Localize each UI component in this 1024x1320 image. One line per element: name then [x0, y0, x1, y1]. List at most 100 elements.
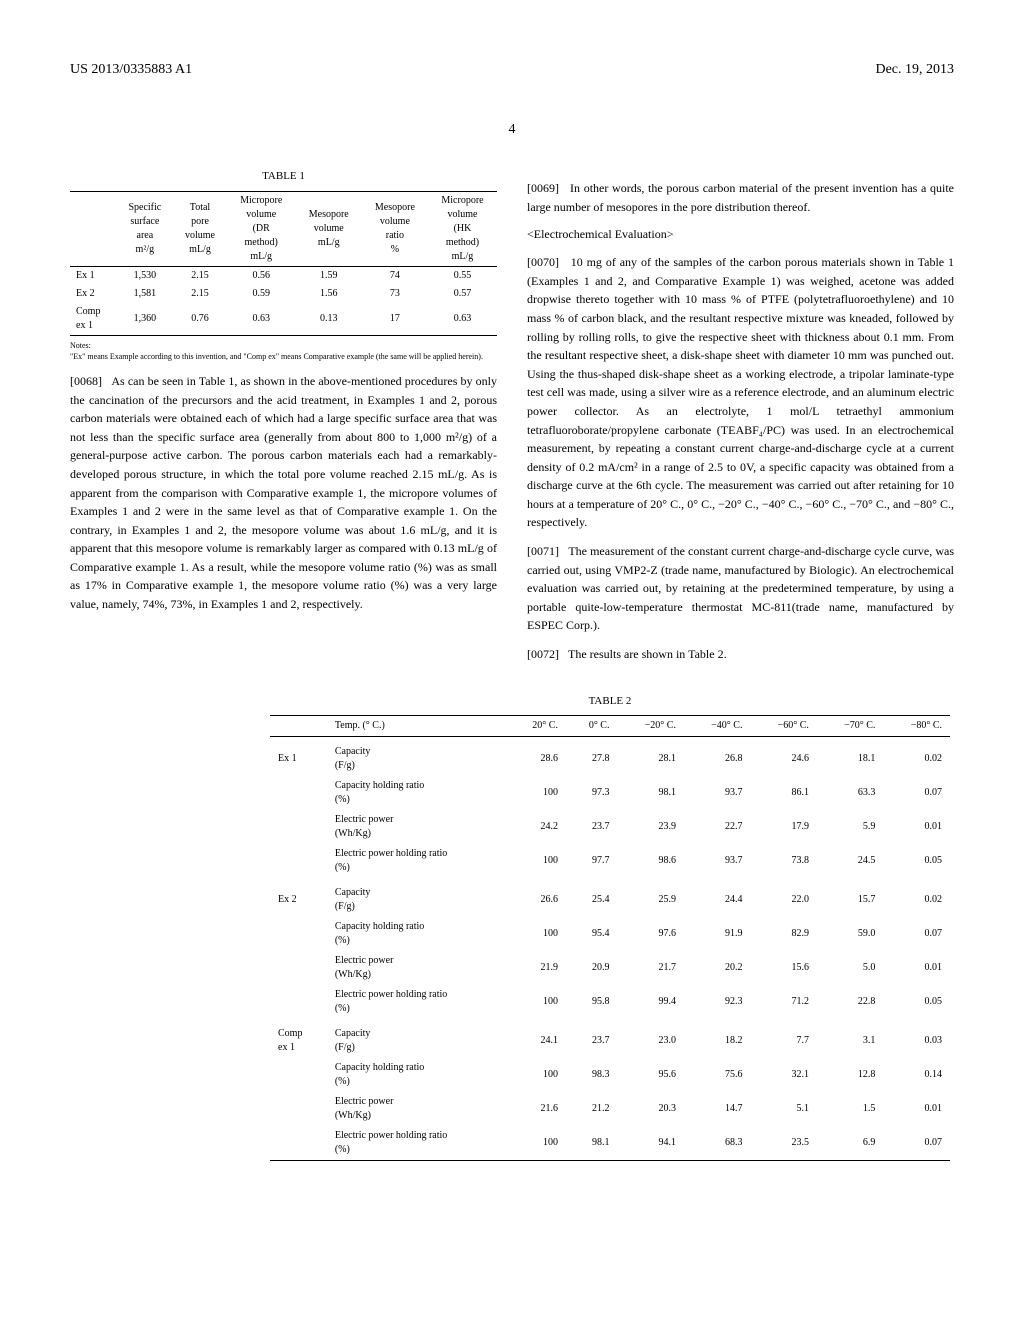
table2-cell: 5.1 [750, 1092, 816, 1126]
table2-cell: 24.1 [507, 1019, 566, 1058]
table2-cell: 98.6 [617, 844, 683, 878]
table1-header: MesoporevolumemL/g [296, 191, 362, 266]
table1-header: Microporevolume(HKmethod)mL/g [428, 191, 497, 266]
left-column: TABLE 1 Specificsurfaceaream²/g Totalpor… [70, 169, 497, 673]
paragraph-0071: [0071] The measurement of the constant c… [527, 542, 954, 635]
para-num: [0068] [70, 374, 102, 388]
paragraph-0069: [0069] In other words, the porous carbon… [527, 179, 954, 216]
table2-cell: 93.7 [684, 844, 750, 878]
table2-cell: 25.9 [617, 878, 683, 917]
table2-cell: 0.01 [883, 810, 950, 844]
table1-header: Mesoporevolumeratio% [362, 191, 428, 266]
table2-cell: 25.4 [566, 878, 618, 917]
table1-cell: 1.56 [296, 285, 362, 303]
table2-title: TABLE 2 [270, 694, 950, 709]
table2-cell: 20.2 [684, 951, 750, 985]
table2-cell: 20.3 [617, 1092, 683, 1126]
table2-metric: Capacity holding ratio(%) [327, 776, 508, 810]
table1-row-label: Ex 1 [70, 266, 116, 285]
table2-cell: 95.6 [617, 1058, 683, 1092]
para-text: The results are shown in Table 2. [568, 647, 727, 661]
page-header: US 2013/0335883 A1 Dec. 19, 2013 [70, 60, 954, 80]
table2-group-label [270, 844, 327, 878]
table1-cell: 0.56 [227, 266, 296, 285]
table1: Specificsurfaceaream²/g Totalporevolumem… [70, 191, 497, 336]
table2-cell: 5.9 [817, 810, 883, 844]
table2-cell: 95.4 [566, 917, 618, 951]
table2-cell: 23.5 [750, 1126, 816, 1161]
table2-metric: Capacity(F/g) [327, 1019, 508, 1058]
table2-cell: 7.7 [750, 1019, 816, 1058]
table2-group-label: Compex 1 [270, 1019, 327, 1058]
table1-cell: 74 [362, 266, 428, 285]
table2-cell: 1.5 [817, 1092, 883, 1126]
table2-cell: 93.7 [684, 776, 750, 810]
table2-cell: 21.6 [507, 1092, 566, 1126]
table2-cell: 28.1 [617, 737, 683, 777]
table2-temp-header: 20° C. [507, 716, 566, 737]
table2-cell: 94.1 [617, 1126, 683, 1161]
table1-cell: 73 [362, 285, 428, 303]
table2-temp-header: −40° C. [684, 716, 750, 737]
table2-cell: 0.07 [883, 917, 950, 951]
table2-cell: 0.01 [883, 1092, 950, 1126]
table2-group-label [270, 951, 327, 985]
table1-cell: 2.15 [173, 266, 226, 285]
table2-group-label [270, 1058, 327, 1092]
table2-container: TABLE 2 Temp. (° C.)20° C.0° C.−20° C.−4… [270, 694, 950, 1161]
table2-group-label [270, 917, 327, 951]
table2-metric: Electric power(Wh/Kg) [327, 951, 508, 985]
para-num: [0072] [527, 647, 559, 661]
table2-cell: 21.7 [617, 951, 683, 985]
table2-cell: 18.1 [817, 737, 883, 777]
table2-group-label: Ex 2 [270, 878, 327, 917]
table2-cell: 24.6 [750, 737, 816, 777]
table2-cell: 99.4 [617, 985, 683, 1019]
table2-cell: 0.02 [883, 737, 950, 777]
table2-cell: 68.3 [684, 1126, 750, 1161]
table2-cell: 21.9 [507, 951, 566, 985]
table2-cell: 97.3 [566, 776, 618, 810]
table2-cell: 100 [507, 776, 566, 810]
table2-cell: 98.3 [566, 1058, 618, 1092]
table1-row-label: Ex 2 [70, 285, 116, 303]
table2-cell: 0.07 [883, 1126, 950, 1161]
table2-cell: 26.6 [507, 878, 566, 917]
table2-cell: 23.7 [566, 1019, 618, 1058]
table2-cell: 0.05 [883, 985, 950, 1019]
table2-metric: Capacity(F/g) [327, 737, 508, 777]
table2-cell: 98.1 [617, 776, 683, 810]
table2-cell: 6.9 [817, 1126, 883, 1161]
table2-cell: 92.3 [684, 985, 750, 1019]
table2-metric: Electric power holding ratio(%) [327, 1126, 508, 1161]
table2: Temp. (° C.)20° C.0° C.−20° C.−40° C.−60… [270, 715, 950, 1161]
table2-cell: 97.7 [566, 844, 618, 878]
table1-cell: 17 [362, 303, 428, 336]
table1-header: Specificsurfaceaream²/g [116, 191, 173, 266]
table1-cell: 1,360 [116, 303, 173, 336]
table1-cell: 0.55 [428, 266, 497, 285]
table2-cell: 82.9 [750, 917, 816, 951]
table2-cell: 24.5 [817, 844, 883, 878]
table1-header: TotalporevolumemL/g [173, 191, 226, 266]
table2-cell: 100 [507, 1058, 566, 1092]
notes-label: Notes: [70, 340, 497, 351]
table2-cell: 95.8 [566, 985, 618, 1019]
table1-header: Microporevolume(DRmethod)mL/g [227, 191, 296, 266]
table2-cell: 100 [507, 917, 566, 951]
table2-cell: 59.0 [817, 917, 883, 951]
table1-cell: 1.59 [296, 266, 362, 285]
table2-cell: 24.4 [684, 878, 750, 917]
table2-cell: 73.8 [750, 844, 816, 878]
table2-cell: 98.1 [566, 1126, 618, 1161]
table2-cell: 63.3 [817, 776, 883, 810]
table1-notes: Notes: "Ex" means Example according to t… [70, 340, 497, 362]
table1-row-label: Compex 1 [70, 303, 116, 336]
table1-cell: 1,581 [116, 285, 173, 303]
para-text: As can be seen in Table 1, as shown in t… [70, 374, 497, 611]
para-num: [0071] [527, 544, 559, 558]
table2-cell: 75.6 [684, 1058, 750, 1092]
table1-cell: 2.15 [173, 285, 226, 303]
table2-cell: 12.8 [817, 1058, 883, 1092]
page-number: 4 [70, 120, 954, 140]
